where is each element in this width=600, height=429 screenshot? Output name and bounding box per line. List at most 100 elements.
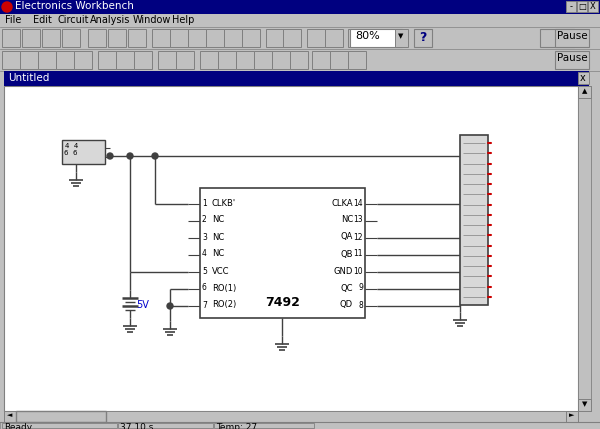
- Bar: [330, 51, 348, 69]
- Bar: [350, 29, 402, 47]
- Text: 80%: 80%: [355, 31, 380, 41]
- Circle shape: [127, 153, 133, 159]
- Text: 6: 6: [202, 284, 207, 293]
- Bar: [176, 51, 194, 69]
- Bar: [460, 135, 488, 305]
- Bar: [62, 29, 80, 47]
- Text: Pause: Pause: [557, 53, 587, 63]
- Bar: [578, 86, 591, 98]
- Text: □: □: [578, 2, 586, 11]
- Bar: [42, 29, 60, 47]
- Bar: [0, 0, 600, 14]
- Bar: [88, 29, 106, 47]
- Bar: [4, 86, 578, 411]
- Text: 8: 8: [358, 300, 363, 309]
- Bar: [578, 72, 589, 84]
- Bar: [152, 29, 170, 47]
- Bar: [325, 29, 343, 47]
- Text: 5V: 5V: [136, 300, 149, 310]
- Text: ►: ►: [569, 412, 575, 418]
- Bar: [578, 399, 591, 411]
- Bar: [236, 51, 254, 69]
- Bar: [170, 29, 188, 47]
- Bar: [20, 51, 38, 69]
- Bar: [588, 1, 598, 12]
- Text: 7492: 7492: [265, 296, 300, 309]
- Circle shape: [167, 303, 173, 309]
- Bar: [395, 29, 408, 47]
- Text: QD: QD: [340, 300, 353, 309]
- Bar: [224, 29, 242, 47]
- Bar: [2, 51, 20, 69]
- Bar: [0, 49, 600, 71]
- Bar: [22, 29, 40, 47]
- Text: Untitled: Untitled: [8, 73, 49, 83]
- Text: 13: 13: [353, 215, 363, 224]
- Bar: [134, 51, 152, 69]
- Text: RO(2): RO(2): [212, 300, 236, 309]
- Bar: [555, 29, 589, 47]
- Bar: [200, 51, 218, 69]
- Text: Help: Help: [172, 15, 194, 25]
- Text: 37.10 s: 37.10 s: [120, 423, 154, 429]
- Bar: [242, 29, 260, 47]
- Text: Circuit: Circuit: [57, 15, 89, 25]
- Text: -: -: [569, 2, 572, 11]
- Bar: [312, 51, 330, 69]
- Bar: [348, 29, 366, 47]
- Text: 14: 14: [353, 199, 363, 208]
- Bar: [98, 51, 116, 69]
- Text: Temp: 27: Temp: 27: [216, 423, 257, 429]
- Text: GND: GND: [334, 266, 353, 275]
- Text: NC: NC: [212, 250, 224, 259]
- Text: 5: 5: [202, 266, 207, 275]
- Bar: [118, 423, 213, 428]
- Bar: [566, 411, 578, 422]
- Bar: [218, 51, 236, 69]
- Bar: [0, 27, 600, 49]
- Bar: [188, 29, 206, 47]
- Bar: [290, 51, 308, 69]
- Bar: [566, 1, 576, 12]
- Bar: [4, 411, 578, 422]
- Text: ◄: ◄: [7, 412, 13, 418]
- Bar: [16, 411, 106, 422]
- Text: 2: 2: [202, 215, 207, 224]
- Bar: [74, 51, 92, 69]
- Text: ?: ?: [419, 31, 427, 44]
- Text: 1: 1: [202, 199, 207, 208]
- Bar: [158, 51, 176, 69]
- Bar: [214, 423, 314, 428]
- Text: 4  4: 4 4: [65, 143, 78, 149]
- Bar: [272, 51, 290, 69]
- Bar: [38, 51, 56, 69]
- Text: ▼: ▼: [583, 401, 587, 407]
- Text: 9: 9: [358, 284, 363, 293]
- Text: QC: QC: [341, 284, 353, 293]
- Text: 12: 12: [353, 233, 363, 242]
- Text: Window: Window: [133, 15, 172, 25]
- Text: 7: 7: [202, 300, 207, 309]
- Bar: [2, 29, 20, 47]
- Text: QB: QB: [341, 250, 353, 259]
- Text: Analysis: Analysis: [90, 15, 130, 25]
- Bar: [266, 29, 284, 47]
- Bar: [56, 51, 74, 69]
- Text: File: File: [5, 15, 22, 25]
- Bar: [200, 188, 365, 318]
- Text: NC: NC: [212, 215, 224, 224]
- Text: 3: 3: [202, 233, 207, 242]
- Bar: [206, 29, 224, 47]
- Bar: [307, 29, 325, 47]
- Bar: [283, 29, 301, 47]
- Text: x: x: [580, 73, 586, 83]
- Bar: [2, 423, 117, 428]
- Text: QA: QA: [341, 233, 353, 242]
- Circle shape: [152, 153, 158, 159]
- Bar: [414, 29, 432, 47]
- Text: 11: 11: [353, 250, 363, 259]
- Text: ▼: ▼: [398, 33, 403, 39]
- Text: CLKB': CLKB': [212, 199, 236, 208]
- Text: Ready: Ready: [4, 423, 32, 429]
- Bar: [555, 51, 589, 69]
